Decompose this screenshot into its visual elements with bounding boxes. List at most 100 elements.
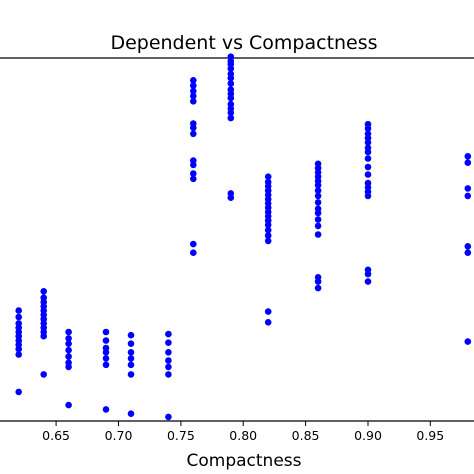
data-point [314, 205, 322, 213]
data-point [190, 240, 197, 248]
data-point [227, 80, 235, 87]
data-point [227, 86, 235, 93]
data-point [15, 351, 22, 358]
data-point [165, 349, 172, 356]
data-point [364, 155, 372, 162]
data-point [15, 320, 22, 327]
data-point [190, 130, 197, 138]
data-point [464, 192, 472, 200]
data-point [127, 355, 135, 362]
data-point [102, 344, 110, 352]
data-point [364, 144, 372, 152]
data-point [264, 226, 272, 234]
data-point [40, 288, 47, 295]
data-point [40, 371, 47, 378]
data-point [15, 313, 22, 321]
x-tick-label: 0.95 [416, 428, 444, 443]
data-point [364, 120, 372, 128]
data-point [314, 187, 322, 194]
data-point [165, 371, 172, 378]
x-axis-ticks: 0.65 0.70 0.75 0.80 0.85 0.90 0.95 [42, 421, 444, 443]
data-point [65, 359, 72, 367]
x-axis-label: Compactness [187, 451, 302, 471]
data-point [464, 159, 472, 166]
data-point [264, 308, 272, 315]
data-point [190, 249, 197, 256]
data-point [227, 70, 235, 78]
x-tick-label: 0.80 [229, 428, 257, 443]
data-point [227, 190, 235, 197]
data-point [364, 179, 372, 187]
data-point [264, 319, 272, 326]
data-point [264, 232, 272, 239]
data-points [15, 53, 472, 421]
data-point [314, 284, 322, 292]
data-point [165, 339, 172, 347]
data-point [165, 330, 172, 338]
data-point [165, 363, 172, 371]
data-point [15, 388, 22, 396]
data-point [65, 346, 72, 354]
data-point [102, 337, 110, 344]
data-point [190, 157, 197, 164]
data-point [227, 114, 235, 122]
data-point [127, 340, 135, 348]
data-point [127, 371, 135, 378]
data-point [227, 100, 235, 108]
data-point [102, 328, 110, 336]
data-point [190, 170, 197, 177]
data-point [127, 410, 135, 418]
data-point [190, 87, 197, 95]
data-point [227, 53, 235, 60]
data-point [364, 266, 372, 274]
data-point [364, 130, 372, 138]
data-point [190, 82, 197, 89]
data-point [190, 175, 197, 183]
data-point [364, 171, 372, 178]
x-tick-label: 0.90 [354, 428, 382, 443]
data-point [464, 338, 472, 345]
data-point [190, 120, 197, 127]
data-point [264, 237, 272, 245]
data-point [464, 153, 472, 160]
data-point [190, 92, 197, 100]
data-point [190, 98, 197, 105]
data-point [102, 406, 110, 413]
data-point [314, 160, 322, 168]
x-tick-label: 0.75 [167, 428, 195, 443]
data-point [464, 185, 472, 192]
data-point [264, 173, 272, 180]
data-point [65, 328, 72, 336]
data-point [464, 243, 472, 250]
data-point [314, 199, 322, 206]
data-point [464, 249, 472, 256]
data-point [364, 278, 372, 285]
data-point [190, 77, 197, 84]
data-point [314, 274, 322, 281]
data-point [314, 231, 322, 238]
x-tick-label: 0.70 [105, 428, 133, 443]
x-tick-label: 0.85 [292, 428, 320, 443]
data-point [314, 216, 322, 223]
x-tick-label: 0.65 [42, 428, 70, 443]
data-point [314, 192, 322, 200]
data-point [364, 163, 372, 171]
data-point [264, 178, 272, 186]
data-point [127, 331, 135, 339]
data-point [65, 401, 72, 409]
data-point [314, 222, 322, 230]
chart-title: Dependent vs Compactness [110, 32, 377, 54]
data-point [65, 353, 72, 360]
data-point [102, 355, 110, 362]
data-point [165, 413, 172, 421]
data-point [15, 307, 22, 314]
data-point [127, 349, 135, 356]
data-point [40, 294, 47, 302]
data-point [127, 361, 135, 369]
data-point [65, 335, 72, 342]
data-point [165, 357, 172, 364]
data-point [65, 340, 72, 348]
data-point [102, 361, 110, 369]
